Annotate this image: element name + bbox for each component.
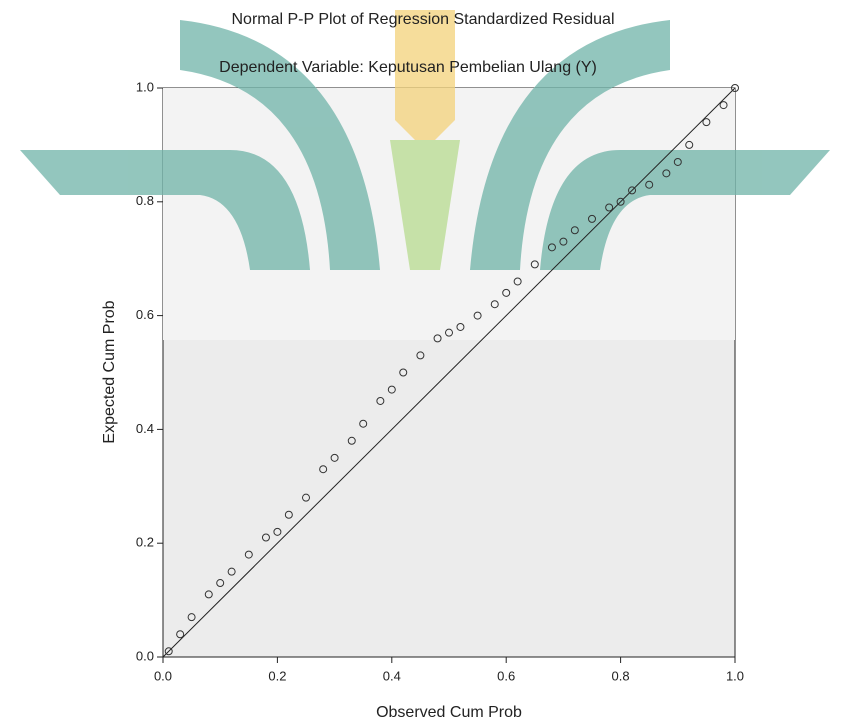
y-tick-label: 0.0	[136, 648, 154, 663]
y-axis-label: Expected Cum Prob	[101, 300, 118, 443]
y-tick-label: 0.4	[136, 421, 154, 436]
chart-title: Normal P-P Plot of Regression Standardiz…	[231, 11, 614, 28]
x-tick-label: 0.4	[383, 668, 401, 683]
y-tick-label: 0.6	[136, 307, 154, 322]
x-tick-label: 0.8	[612, 668, 630, 683]
y-tick-label: 0.2	[136, 535, 154, 550]
x-tick-label: 0.0	[154, 668, 172, 683]
chart-subtitle: Dependent Variable: Keputusan Pembelian …	[219, 59, 597, 76]
x-tick-label: 1.0	[726, 668, 744, 683]
y-tick-label: 1.0	[136, 79, 154, 94]
x-tick-label: 0.2	[268, 668, 286, 683]
x-axis-label: Observed Cum Prob	[376, 704, 522, 721]
chart: Normal P-P Plot of Regression Standardiz…	[0, 0, 846, 727]
y-tick-label: 0.8	[136, 193, 154, 208]
x-tick-label: 0.6	[497, 668, 515, 683]
